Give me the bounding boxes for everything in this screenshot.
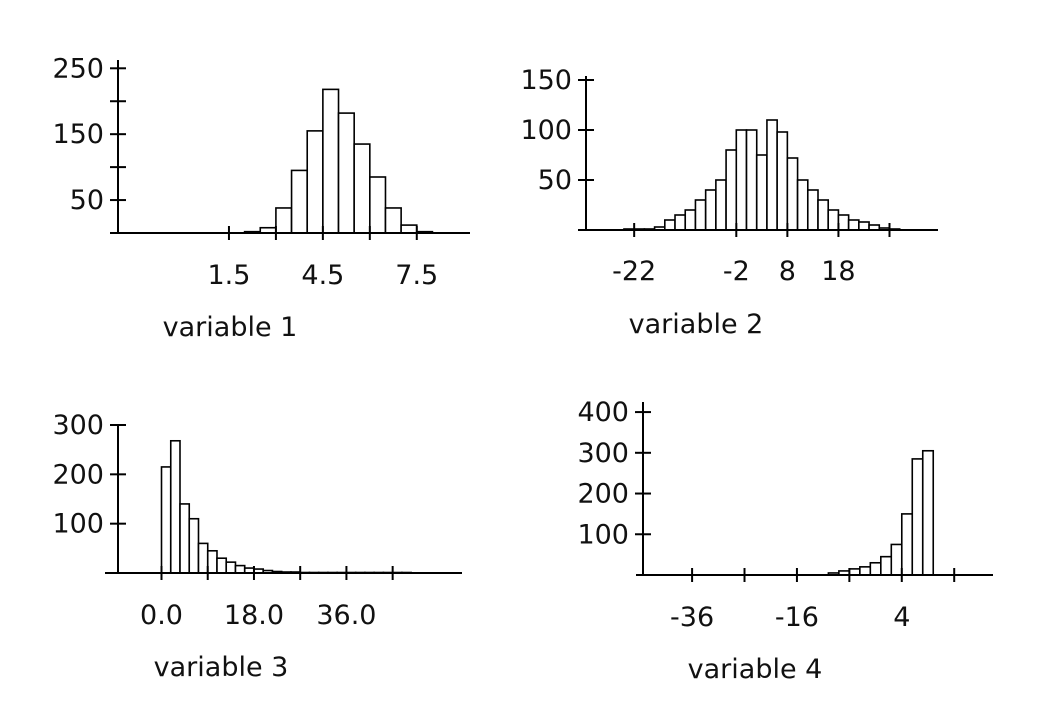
bar [817,199,830,231]
bar [859,566,872,576]
bar [858,221,870,231]
bar [704,189,717,231]
bar [160,466,172,574]
y-tick-label: 50 [70,185,104,216]
bar [900,513,914,576]
x-tick-label: 4.5 [301,260,344,291]
bar [369,176,387,234]
y-tick-label: 200 [52,459,104,490]
x-tick-label: -36 [670,602,714,633]
bar [837,214,850,231]
bar [337,112,355,234]
bar [275,207,293,234]
bar [806,189,819,231]
y-tick-label: 50 [538,165,572,196]
x-tick-label: 1.5 [207,260,250,291]
bar [911,458,924,576]
bar [921,449,935,576]
bar [664,219,676,231]
bar [206,549,218,574]
x-axis-label: variable 2 [629,309,764,340]
bar [745,129,758,231]
histogram-variable-3: 100 200 300 0.0 18.0 36.0 variable 3 [52,410,462,683]
x-tick-label: 36.0 [316,600,376,631]
bar [766,119,778,231]
bar [735,129,748,231]
bar [827,209,840,231]
bar [847,219,860,231]
y-tick-label: 150 [520,65,572,96]
bar [225,561,237,574]
bar [179,503,191,574]
bar [290,169,309,234]
y-tick-label: 400 [577,397,629,428]
bar [880,555,893,576]
bar [674,214,687,231]
bar [322,88,340,234]
bar [755,154,768,231]
histogram-variable-1: 50 150 250 1.5 4.5 7.5 variable 1 [52,53,470,343]
bar [869,561,882,576]
y-tick-label: 100 [577,519,629,550]
x-tick-label: 8 [779,256,796,287]
y-tick-label: 100 [520,115,572,146]
bar [188,517,200,574]
bar [384,207,402,234]
histogram-variable-2: 50 100 150 -22 -2 8 18 variable 2 [520,65,938,340]
bar [776,131,789,231]
bar [694,199,707,231]
histogram-variable-4: 100 200 300 400 -36 -16 4 variable 4 [577,397,993,685]
x-tick-label: 0.0 [140,600,183,631]
bar [306,130,324,234]
y-tick-label: 250 [52,53,104,84]
bar [786,157,799,231]
x-axis-label: variable 3 [154,652,289,683]
x-axis-label: variable 4 [688,654,823,685]
bar [400,224,418,234]
bar [684,209,697,231]
x-tick-label: 4 [893,602,910,633]
bar [169,439,181,574]
y-tick-label: 150 [52,119,104,150]
x-tick-label: -16 [775,602,819,633]
y-tick-label: 100 [52,509,104,540]
x-tick-label: 18 [821,256,855,287]
bar [234,564,246,574]
x-tick-label: -2 [723,256,750,287]
y-tick-label: 200 [577,479,629,510]
bar [216,557,228,574]
bar [890,543,903,576]
y-tick-label: 300 [52,410,104,441]
bar [197,542,209,574]
bar [715,179,727,231]
x-tick-label: 18.0 [224,600,284,631]
y-tick-label: 300 [577,438,629,469]
bar [725,149,738,231]
bar [796,179,809,231]
x-tick-label: 7.5 [395,260,438,291]
x-axis-label: variable 1 [163,312,298,343]
bar [353,143,371,234]
x-tick-label: -22 [612,256,656,287]
